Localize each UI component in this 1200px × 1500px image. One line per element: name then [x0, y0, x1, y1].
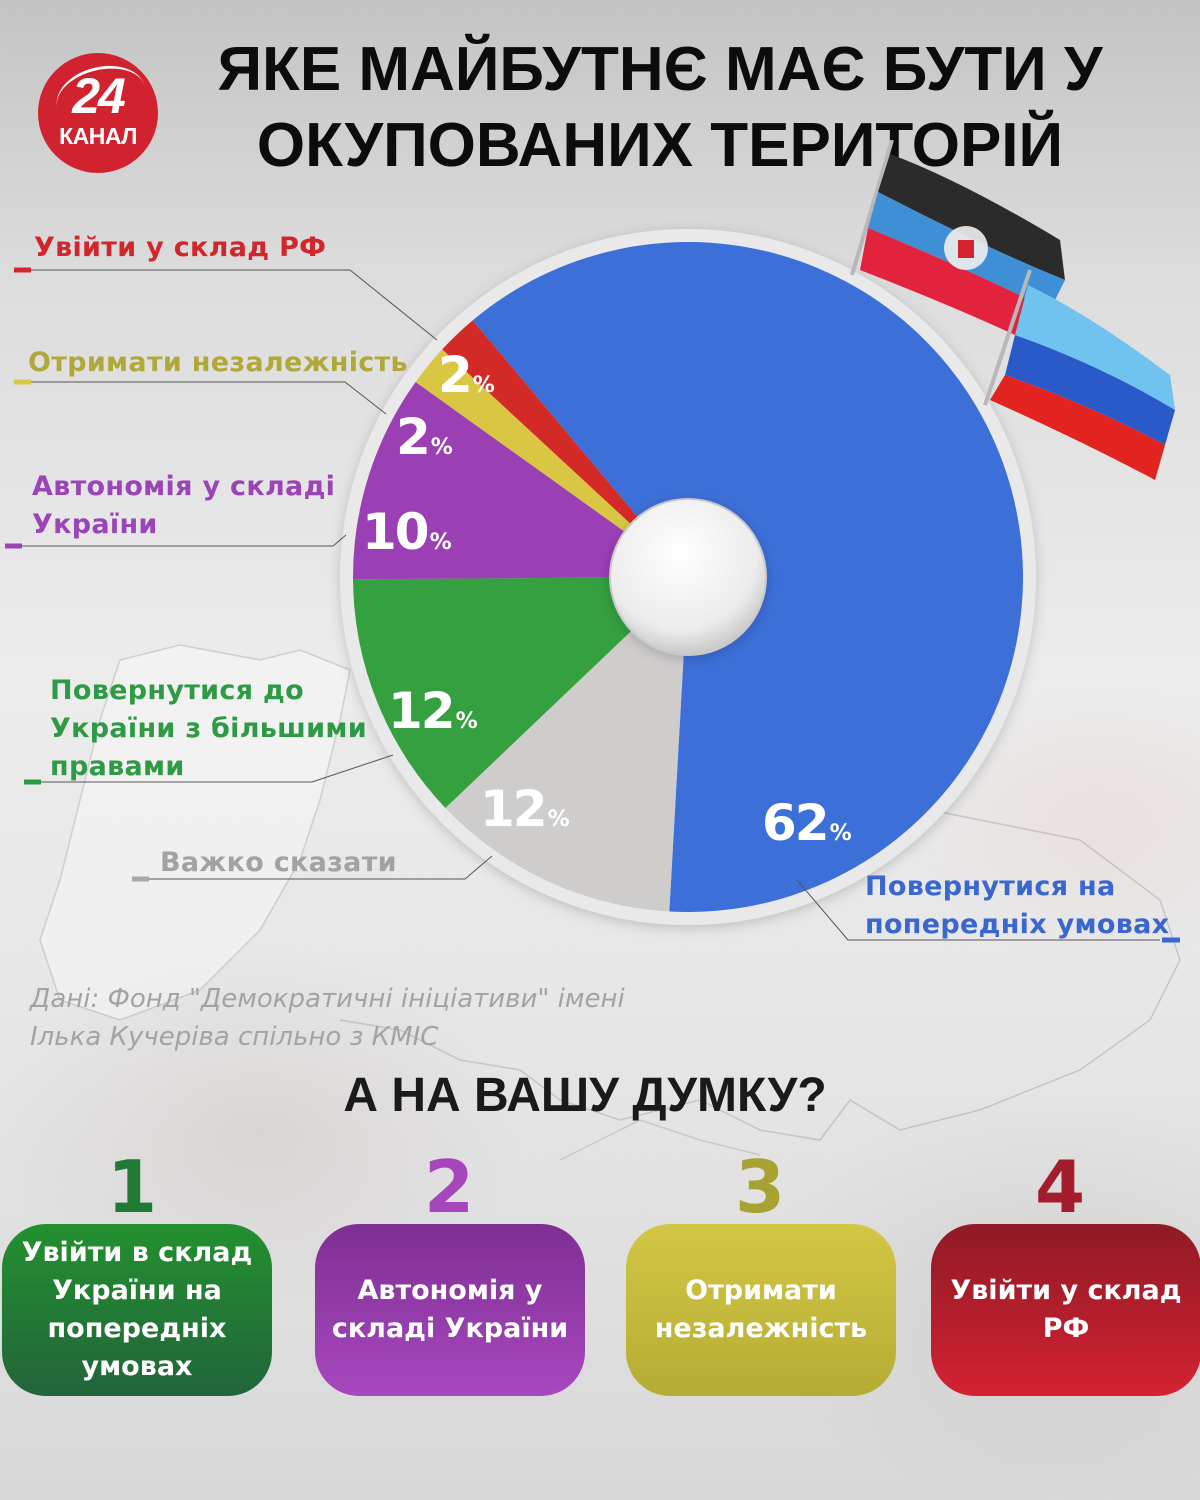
pct-more-rights: 12% [388, 682, 478, 740]
pie-chart-svg [340, 229, 1036, 925]
option-number-3: 3 [734, 1145, 786, 1229]
pie-slice [442, 320, 688, 577]
poll-option-1-button[interactable]: Увійти в склад України на попередніх умо… [2, 1224, 272, 1396]
dpr-lpr-flags-image [850, 140, 1175, 480]
flagpole-left [850, 140, 894, 276]
legend-label-previous-terms: Повернутися на попередніх умовах [865, 871, 1170, 940]
pie-slice [353, 381, 688, 580]
pie-slice [353, 577, 688, 809]
pie-slice [445, 577, 688, 912]
logo-word: КАНАЛ [59, 123, 137, 149]
dpr-flag-icon [860, 154, 1065, 335]
poll-option-4-button[interactable]: Увійти у склад РФ [931, 1224, 1200, 1396]
flagpole-right [983, 269, 1032, 406]
title-line-1: ЯКЕ МАЙБУТНЄ МАЄ БУТИ У [217, 35, 1103, 104]
title-line-2: ОКУПОВАНИХ ТЕРИТОРІЙ [256, 111, 1064, 180]
legend-label-rf: Увійти у склад РФ [34, 232, 327, 263]
legend-label-independence: Отримати незалежність [28, 347, 408, 378]
pie-chart: 2% 2% 10% 12% 12% 62% [5, 229, 1180, 943]
option-number-2: 2 [423, 1145, 475, 1229]
poll-option-2-button[interactable]: Автономія у складі України [315, 1224, 585, 1396]
option-number-1: 1 [106, 1145, 158, 1229]
legend-label-hard-to-say: Важко сказати [160, 847, 397, 878]
pct-independence: 2% [396, 408, 453, 466]
pct-previous-terms: 62% [762, 794, 852, 852]
pie-center-hole [609, 498, 767, 656]
channel-24-logo: 24 КАНАЛ [38, 53, 158, 173]
logo-number: 24 [72, 68, 126, 124]
poll-option-3-button[interactable]: Отримати незалежність [626, 1224, 896, 1396]
pct-rf: 2% [438, 346, 495, 404]
page-title: ЯКЕ МАЙБУТНЄ МАЄ БУТИ У ОКУПОВАНИХ ТЕРИТ… [170, 32, 1150, 184]
poll-question: А НА ВАШУ ДУМКУ? [343, 1069, 827, 1122]
pie-slice [415, 349, 688, 577]
legend-label-autonomy: Автономія у складі України [32, 471, 336, 540]
lpr-flag-icon [990, 285, 1175, 480]
legend-label-more-rights: Повернутися до України з більшими правам… [50, 675, 367, 782]
data-source-note: Дані: Фонд "Демократичні ініціативи" іме… [30, 984, 625, 1052]
pct-hard-to-say: 12% [480, 780, 570, 838]
pct-autonomy: 10% [362, 503, 452, 561]
option-number-4: 4 [1034, 1145, 1086, 1229]
